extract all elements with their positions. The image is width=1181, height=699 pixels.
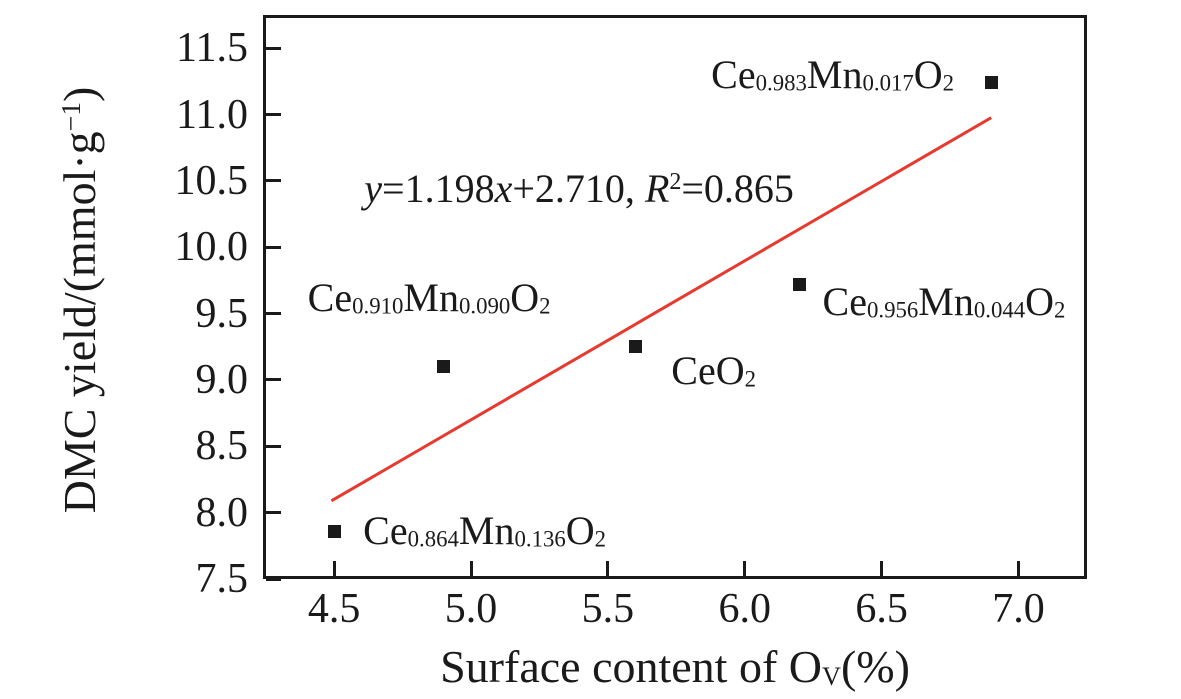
subscript: 0.864 [407, 526, 459, 552]
y-tick-label: 8.0 [195, 489, 249, 536]
y-tick-label: 7.5 [195, 556, 249, 602]
data-point-marker [437, 360, 451, 374]
y-axis-title: DMC yield/(mmol·g−1) [54, 86, 106, 514]
data-point-marker [628, 340, 642, 354]
plot-border [263, 15, 1087, 579]
subscript: 0.956 [866, 298, 919, 324]
data-point-marker [984, 76, 998, 90]
subscript: 0.910 [352, 293, 404, 319]
y-tick-label: 9.5 [195, 290, 249, 337]
x-tick [743, 561, 747, 576]
y-tick [266, 245, 281, 249]
x-tick-label: 6.5 [855, 586, 908, 632]
subscript: 2 [1054, 298, 1066, 324]
subscript: 2 [744, 366, 757, 392]
x-tick-label: 4.5 [307, 586, 361, 632]
y-tick [266, 113, 281, 117]
x-tick [1017, 561, 1021, 576]
data-point-label: Ce0.956Mn0.044O2 [822, 279, 1066, 325]
data-point-marker [793, 277, 807, 291]
subscript: 0.136 [514, 526, 566, 552]
data-point-label: Ce0.983Mn0.017O2 [711, 51, 955, 97]
x-tick-label: 5.0 [444, 586, 498, 632]
x-tick-label: 5.5 [581, 586, 635, 632]
fit-line-layer [330, 116, 992, 503]
y-tick [266, 46, 281, 50]
data-point-label: CeO2 [671, 347, 757, 393]
x-tick [469, 561, 473, 576]
superscript: 2 [669, 168, 682, 195]
x-tick-label: 6.0 [718, 586, 772, 632]
data-point-label: Ce0.864Mn0.136O2 [363, 508, 607, 554]
x-tick [332, 561, 336, 576]
subscript: 2 [942, 70, 955, 96]
y-tick-label: 11.0 [176, 91, 248, 138]
subscript: V [822, 662, 841, 692]
subscript: 2 [594, 526, 607, 552]
y-tick [266, 179, 281, 183]
x-tick-label: 7.0 [992, 586, 1045, 632]
y-tick [266, 444, 281, 448]
subscript: 0.090 [458, 293, 511, 319]
y-tick-label: 10.5 [174, 157, 249, 204]
x-axis-title: Surface content of OV(%) [440, 641, 910, 692]
subscript: 0.044 [973, 298, 1026, 324]
y-tick-label: 11.5 [176, 25, 248, 72]
y-tick-label: 9.0 [195, 356, 249, 403]
y-tick-label: 10.0 [174, 224, 249, 271]
y-tick-label: 8.5 [195, 423, 249, 470]
data-point-label: Ce0.910Mn0.090O2 [307, 274, 551, 320]
x-tick [880, 561, 884, 576]
superscript: −1 [54, 101, 86, 132]
y-tick [266, 577, 281, 581]
subscript: 2 [539, 293, 551, 319]
fit-line [330, 116, 992, 503]
subscript: 0.017 [862, 70, 914, 96]
regression-equation: y=1.198x+2.710, R2=0.865 [364, 165, 794, 211]
x-tick [606, 561, 610, 576]
y-tick [266, 511, 281, 515]
subscript: 0.983 [755, 70, 807, 96]
y-tick [266, 312, 281, 316]
y-tick [266, 378, 281, 382]
data-point-marker [327, 524, 341, 538]
